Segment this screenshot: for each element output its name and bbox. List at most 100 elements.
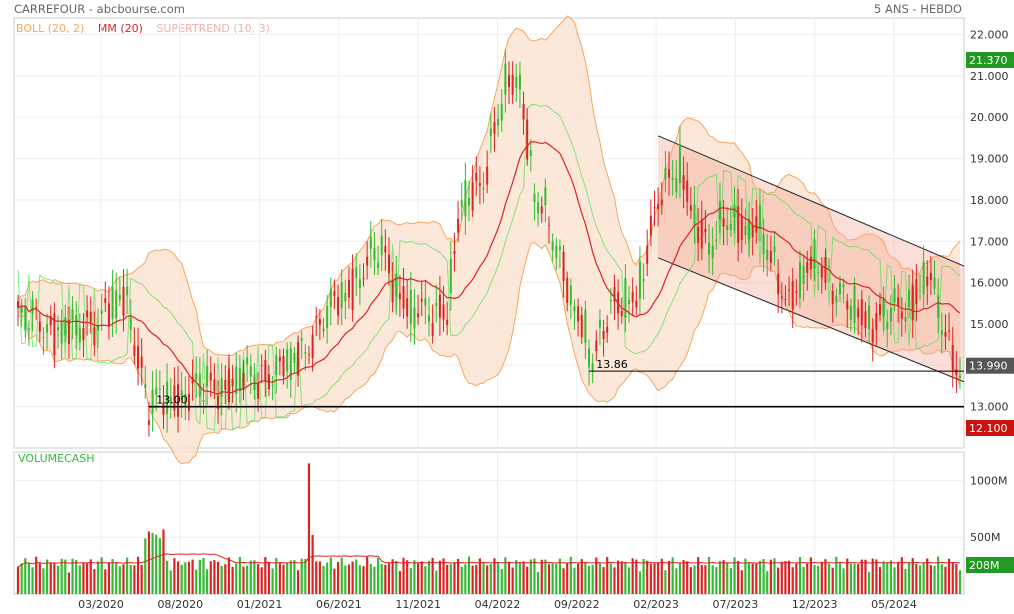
candle-body — [315, 316, 318, 318]
volume-bar — [740, 570, 743, 594]
volume-bar — [700, 565, 703, 594]
volume-bar — [395, 560, 398, 594]
volume-bar — [289, 560, 292, 594]
candle-body — [35, 307, 38, 309]
volume-bar — [471, 565, 474, 594]
volume-bar — [689, 567, 692, 594]
volume-bar — [747, 562, 751, 594]
candle-body — [16, 301, 20, 308]
volume-bar — [169, 570, 172, 594]
volume-bar — [195, 569, 198, 594]
volume-bar — [380, 563, 383, 594]
candle-body — [769, 250, 772, 263]
candle-body — [278, 357, 281, 362]
volume-bar — [540, 559, 543, 594]
candle-body — [184, 394, 187, 408]
candle-body — [71, 309, 74, 321]
candle-body — [137, 346, 140, 369]
candle-body — [282, 356, 285, 377]
volume-bar — [777, 567, 780, 594]
candle-body — [471, 182, 474, 211]
volume-bar — [955, 563, 958, 594]
x-tick-label: 07/2023 — [713, 598, 759, 611]
candle-body — [588, 348, 591, 368]
x-tick-label: 05/2024 — [871, 598, 917, 611]
candle-body — [260, 364, 263, 366]
candle-body — [75, 315, 78, 336]
candle-body — [358, 279, 361, 289]
volume-bar — [56, 565, 60, 594]
candle-body — [78, 327, 81, 343]
candle-body — [642, 278, 645, 282]
candle-body — [649, 215, 652, 236]
bollinger-lower — [17, 241, 961, 465]
volume-bar — [926, 558, 929, 594]
volume-bar — [529, 559, 532, 594]
candle-body — [558, 246, 561, 250]
price-tick-label: 18.000 — [970, 194, 1009, 207]
candle-body — [813, 239, 816, 269]
legend-mm[interactable]: MM (20) — [97, 22, 143, 35]
volume-bar — [206, 569, 209, 594]
volume-bar — [518, 562, 522, 594]
bollinger-upper — [17, 15, 961, 357]
volume-bar — [558, 558, 562, 594]
volume-bar — [580, 559, 583, 594]
volume-bar — [438, 560, 441, 594]
candle-body — [395, 273, 398, 297]
volume-bar — [595, 557, 598, 594]
volume-bar — [49, 562, 52, 594]
volume-bar — [140, 564, 143, 594]
candle-body — [198, 373, 201, 397]
candle-body — [908, 289, 911, 308]
candle-body — [126, 286, 129, 296]
candle-body — [573, 306, 576, 312]
candle-body — [533, 194, 536, 203]
volume-bar — [798, 556, 802, 594]
candle-body — [497, 119, 500, 126]
volume-bar — [937, 556, 940, 594]
candle-body — [537, 202, 540, 214]
candle-body — [347, 279, 350, 298]
candle-body — [846, 300, 849, 310]
candle-body — [686, 180, 689, 202]
volume-bar — [620, 561, 623, 594]
candle-body — [242, 372, 245, 390]
channel-lower-line — [657, 257, 965, 383]
candle-body — [380, 235, 383, 255]
volume-bar — [915, 564, 918, 594]
volume-bar — [475, 565, 478, 594]
legend-boll[interactable]: BOLL (20, 2) — [16, 22, 85, 35]
volume-bar — [173, 558, 176, 594]
volume-bar — [704, 565, 707, 594]
volume-bar — [875, 559, 878, 594]
legend-supertrend[interactable]: SUPERTREND (10, 3) — [156, 22, 270, 35]
candle-body — [100, 310, 103, 314]
volume-bar — [951, 562, 954, 594]
candle-body — [598, 319, 601, 328]
candle-body — [107, 303, 110, 327]
candle-body — [227, 368, 230, 403]
candle-body — [457, 218, 460, 233]
candle-body — [304, 352, 307, 354]
candle-body — [24, 305, 27, 331]
volume-bar — [766, 571, 769, 594]
candle-body — [755, 216, 758, 234]
volume-bar — [198, 559, 201, 594]
candle-body — [697, 226, 700, 244]
candle-body — [515, 76, 518, 89]
volume-bar — [416, 562, 420, 594]
volume-bar — [464, 564, 467, 594]
volume-bar — [409, 567, 412, 594]
volume-bar — [682, 560, 685, 594]
volume-bar — [147, 531, 151, 594]
volume-bar — [587, 566, 591, 594]
candle-body — [958, 375, 962, 379]
candle-body — [657, 204, 660, 210]
candle-body — [333, 291, 336, 296]
volume-bar — [653, 563, 656, 594]
candle-body — [722, 218, 725, 227]
support-label-low: 13.00 — [156, 394, 188, 407]
volume-bar — [304, 558, 307, 594]
